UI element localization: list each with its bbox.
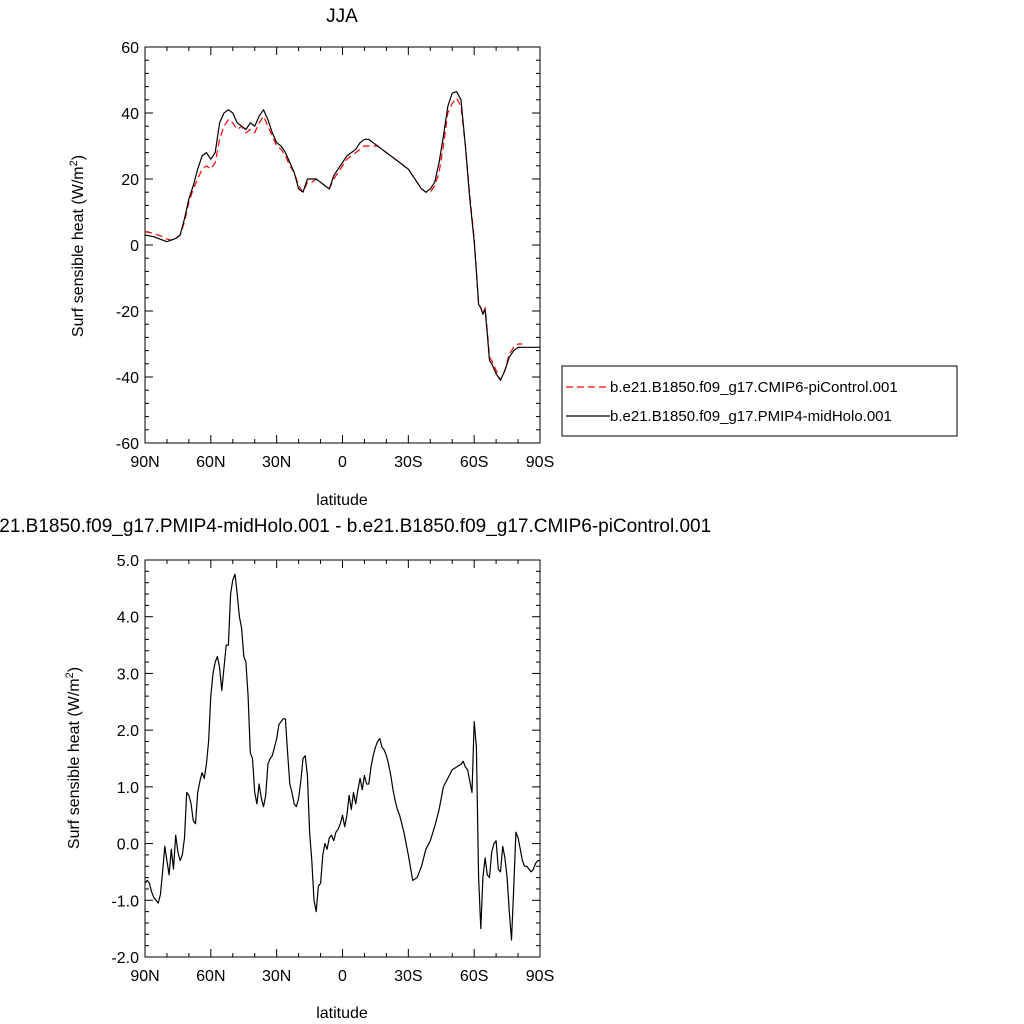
top-y-tick-label: -40	[116, 370, 139, 387]
legend-label-midholo: b.e21.B1850.f09_g17.PMIP4-midHolo.001	[610, 408, 892, 425]
bottom-plot-frame	[144, 559, 541, 958]
top-y-axis-label-sup: 2	[68, 160, 80, 166]
bottom-x-tick-label: 60N	[196, 968, 225, 985]
top-plot-frame	[144, 46, 541, 444]
bottom-series-line-0	[144, 573, 540, 941]
bottom-x-tick-label: 60S	[460, 968, 488, 985]
top-x-tick-label: 30S	[394, 454, 422, 471]
top-series-line-0	[144, 97, 523, 381]
top-y-tick-label: 60	[121, 40, 139, 57]
bottom-x-tick-label: 30N	[262, 968, 291, 985]
bottom-y-axis-label-main: Surf sensible heat (W/m	[66, 678, 83, 849]
top-y-tick-label: -20	[116, 304, 139, 321]
bottom-chart-title: b.e21.B1850.f09_g17.PMIP4-midHolo.001 - …	[0, 516, 711, 537]
top-plot-area: 90N 60N 30N 0 30S 60S 90S 60 40 20 0 -20 -40 -60	[116, 40, 554, 471]
legend-box	[561, 365, 958, 437]
bottom-x-axis-label: latitude	[316, 1005, 368, 1022]
bottom-y-tick-label: -1.0	[111, 893, 139, 910]
top-y-tick-label: 40	[121, 106, 139, 123]
bottom-y-tick-label: 1.0	[117, 780, 139, 797]
bottom-x-tick-label: 90S	[526, 968, 554, 985]
top-y-axis-label-tail: )	[70, 155, 87, 160]
top-x-tick-label: 30N	[262, 454, 291, 471]
bottom-panel: b.e21.B1850.f09_g17.PMIP4-midHolo.001 - …	[0, 516, 711, 1022]
bottom-x-tick-label: 30S	[394, 968, 422, 985]
top-y-tick-label: -60	[116, 436, 139, 453]
bottom-x-tick-label: 90N	[130, 968, 159, 985]
bottom-y-tick-label: -2.0	[111, 950, 139, 967]
top-y-tick-label: 20	[121, 172, 139, 189]
bottom-y-tick-label: 5.0	[117, 553, 139, 570]
top-chart-title: JJA	[326, 6, 358, 27]
bottom-plot-area: 90N 60N 30N 0 30S 60S 90S 5.0 4.0 3.0 2.0 1.0 0.0 -1.…	[111, 553, 554, 985]
bottom-y-axis-label: Surf sensible heat (W/m2)	[64, 667, 83, 849]
bottom-y-tick-label: 4.0	[117, 610, 139, 627]
top-x-tick-label: 60S	[460, 454, 488, 471]
top-series-line-1	[144, 91, 540, 381]
bottom-x-tick-label: 0	[338, 968, 347, 985]
bottom-y-tick-label: 3.0	[117, 666, 139, 683]
bottom-y-axis-label-sup: 2	[64, 672, 76, 678]
bottom-y-axis-label-tail: )	[66, 667, 83, 672]
top-y-tick-label: 0	[130, 238, 139, 255]
legend-label-picontrol: b.e21.B1850.f09_g17.CMIP6-piControl.001	[610, 379, 898, 396]
top-y-axis-label: Surf sensible heat (W/m2)	[68, 155, 87, 337]
top-y-axis-label-main: Surf sensible heat (W/m	[70, 166, 87, 337]
legend: b.e21.B1850.f09_g17.CMIP6-piControl.001 …	[561, 365, 958, 437]
top-x-axis-label: latitude	[316, 492, 368, 509]
bottom-y-tick-label: 2.0	[117, 723, 139, 740]
top-panel: JJA 90N 60N 30N 0 30S 60S 90S6040200-20-40-60 …	[68, 6, 554, 509]
top-x-tick-label: 60N	[196, 454, 225, 471]
top-x-tick-label: 90S	[526, 454, 554, 471]
top-x-tick-label: 0	[338, 454, 347, 471]
top-x-tick-label: 90N	[130, 454, 159, 471]
bottom-y-tick-label: 0.0	[117, 837, 139, 854]
